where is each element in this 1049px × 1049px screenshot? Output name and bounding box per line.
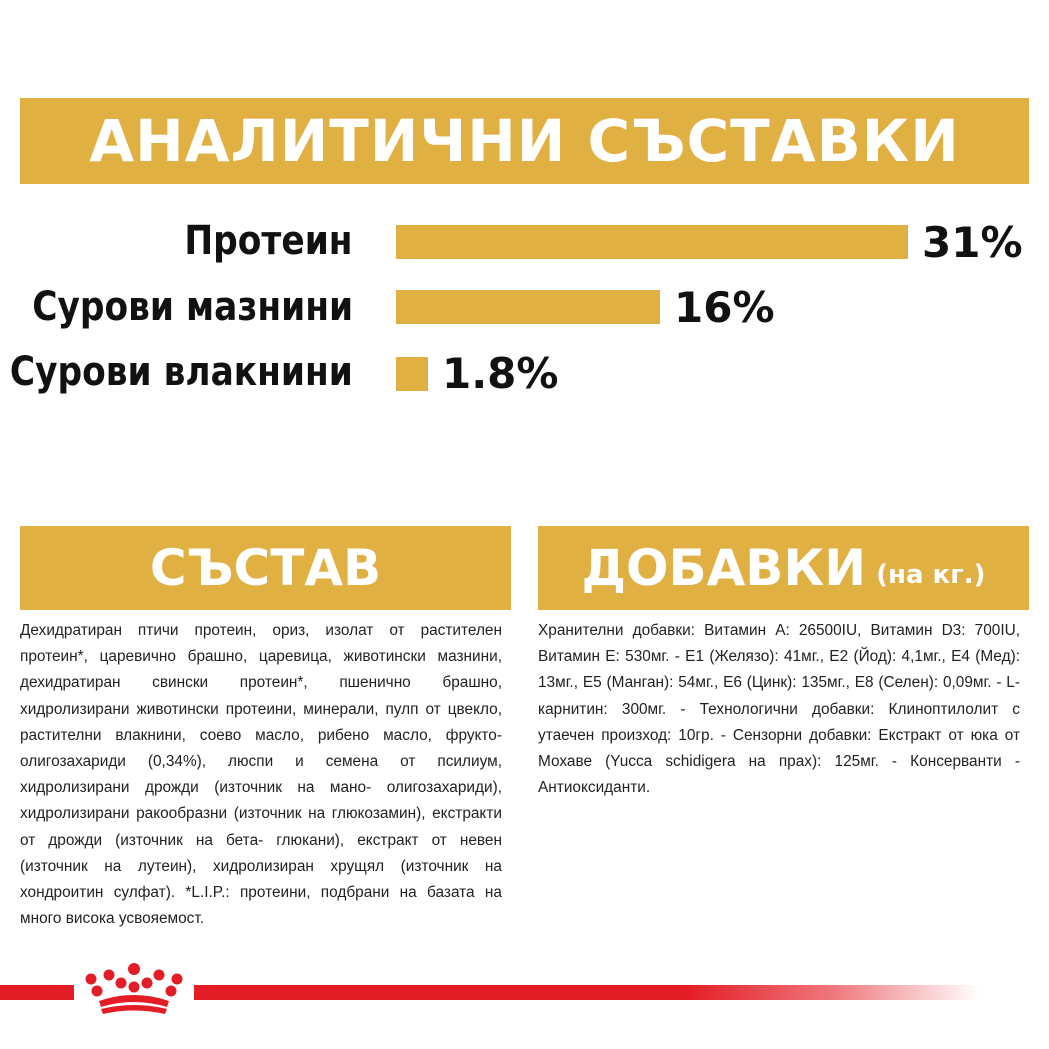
- nutrient-label-fat: Сурови мазнини: [32, 284, 353, 330]
- composition-text: Дехидратиран птичи протеин, ориз, изолат…: [20, 622, 502, 928]
- additives-banner: ДОБАВКИ (на кг.): [538, 526, 1029, 610]
- crown-svg: [85, 963, 183, 1014]
- royal-canin-crown-icon: [74, 958, 194, 1020]
- nutrient-bar-protein: [396, 225, 908, 259]
- nutrient-value-fibre: 1.8%: [442, 349, 559, 398]
- composition-banner: СЪСТАВ: [20, 526, 511, 610]
- additives-title-suffix: (на кг.): [876, 560, 986, 590]
- nutrient-value-protein: 31%: [922, 218, 1023, 267]
- analytic-constituents-banner: АНАЛИТИЧНИ СЪСТАВКИ: [20, 98, 1029, 184]
- analytic-constituents-title: АНАЛИТИЧНИ СЪСТАВКИ: [89, 107, 960, 175]
- nutrient-label-fibre: Сурови влакнини: [9, 349, 353, 395]
- additives-text: Хранителни добавки: Витамин A: 26500IU, …: [538, 622, 1020, 797]
- additives-title: ДОБАВКИ: [581, 539, 867, 597]
- nutrient-bar-fat: [396, 290, 660, 324]
- composition-title: СЪСТАВ: [149, 539, 382, 597]
- nutrient-bar-fibre: [396, 357, 428, 391]
- nutrient-label-protein: Протеин: [184, 218, 353, 264]
- nutrient-value-fat: 16%: [674, 283, 775, 332]
- footer-red-line: [0, 985, 980, 1000]
